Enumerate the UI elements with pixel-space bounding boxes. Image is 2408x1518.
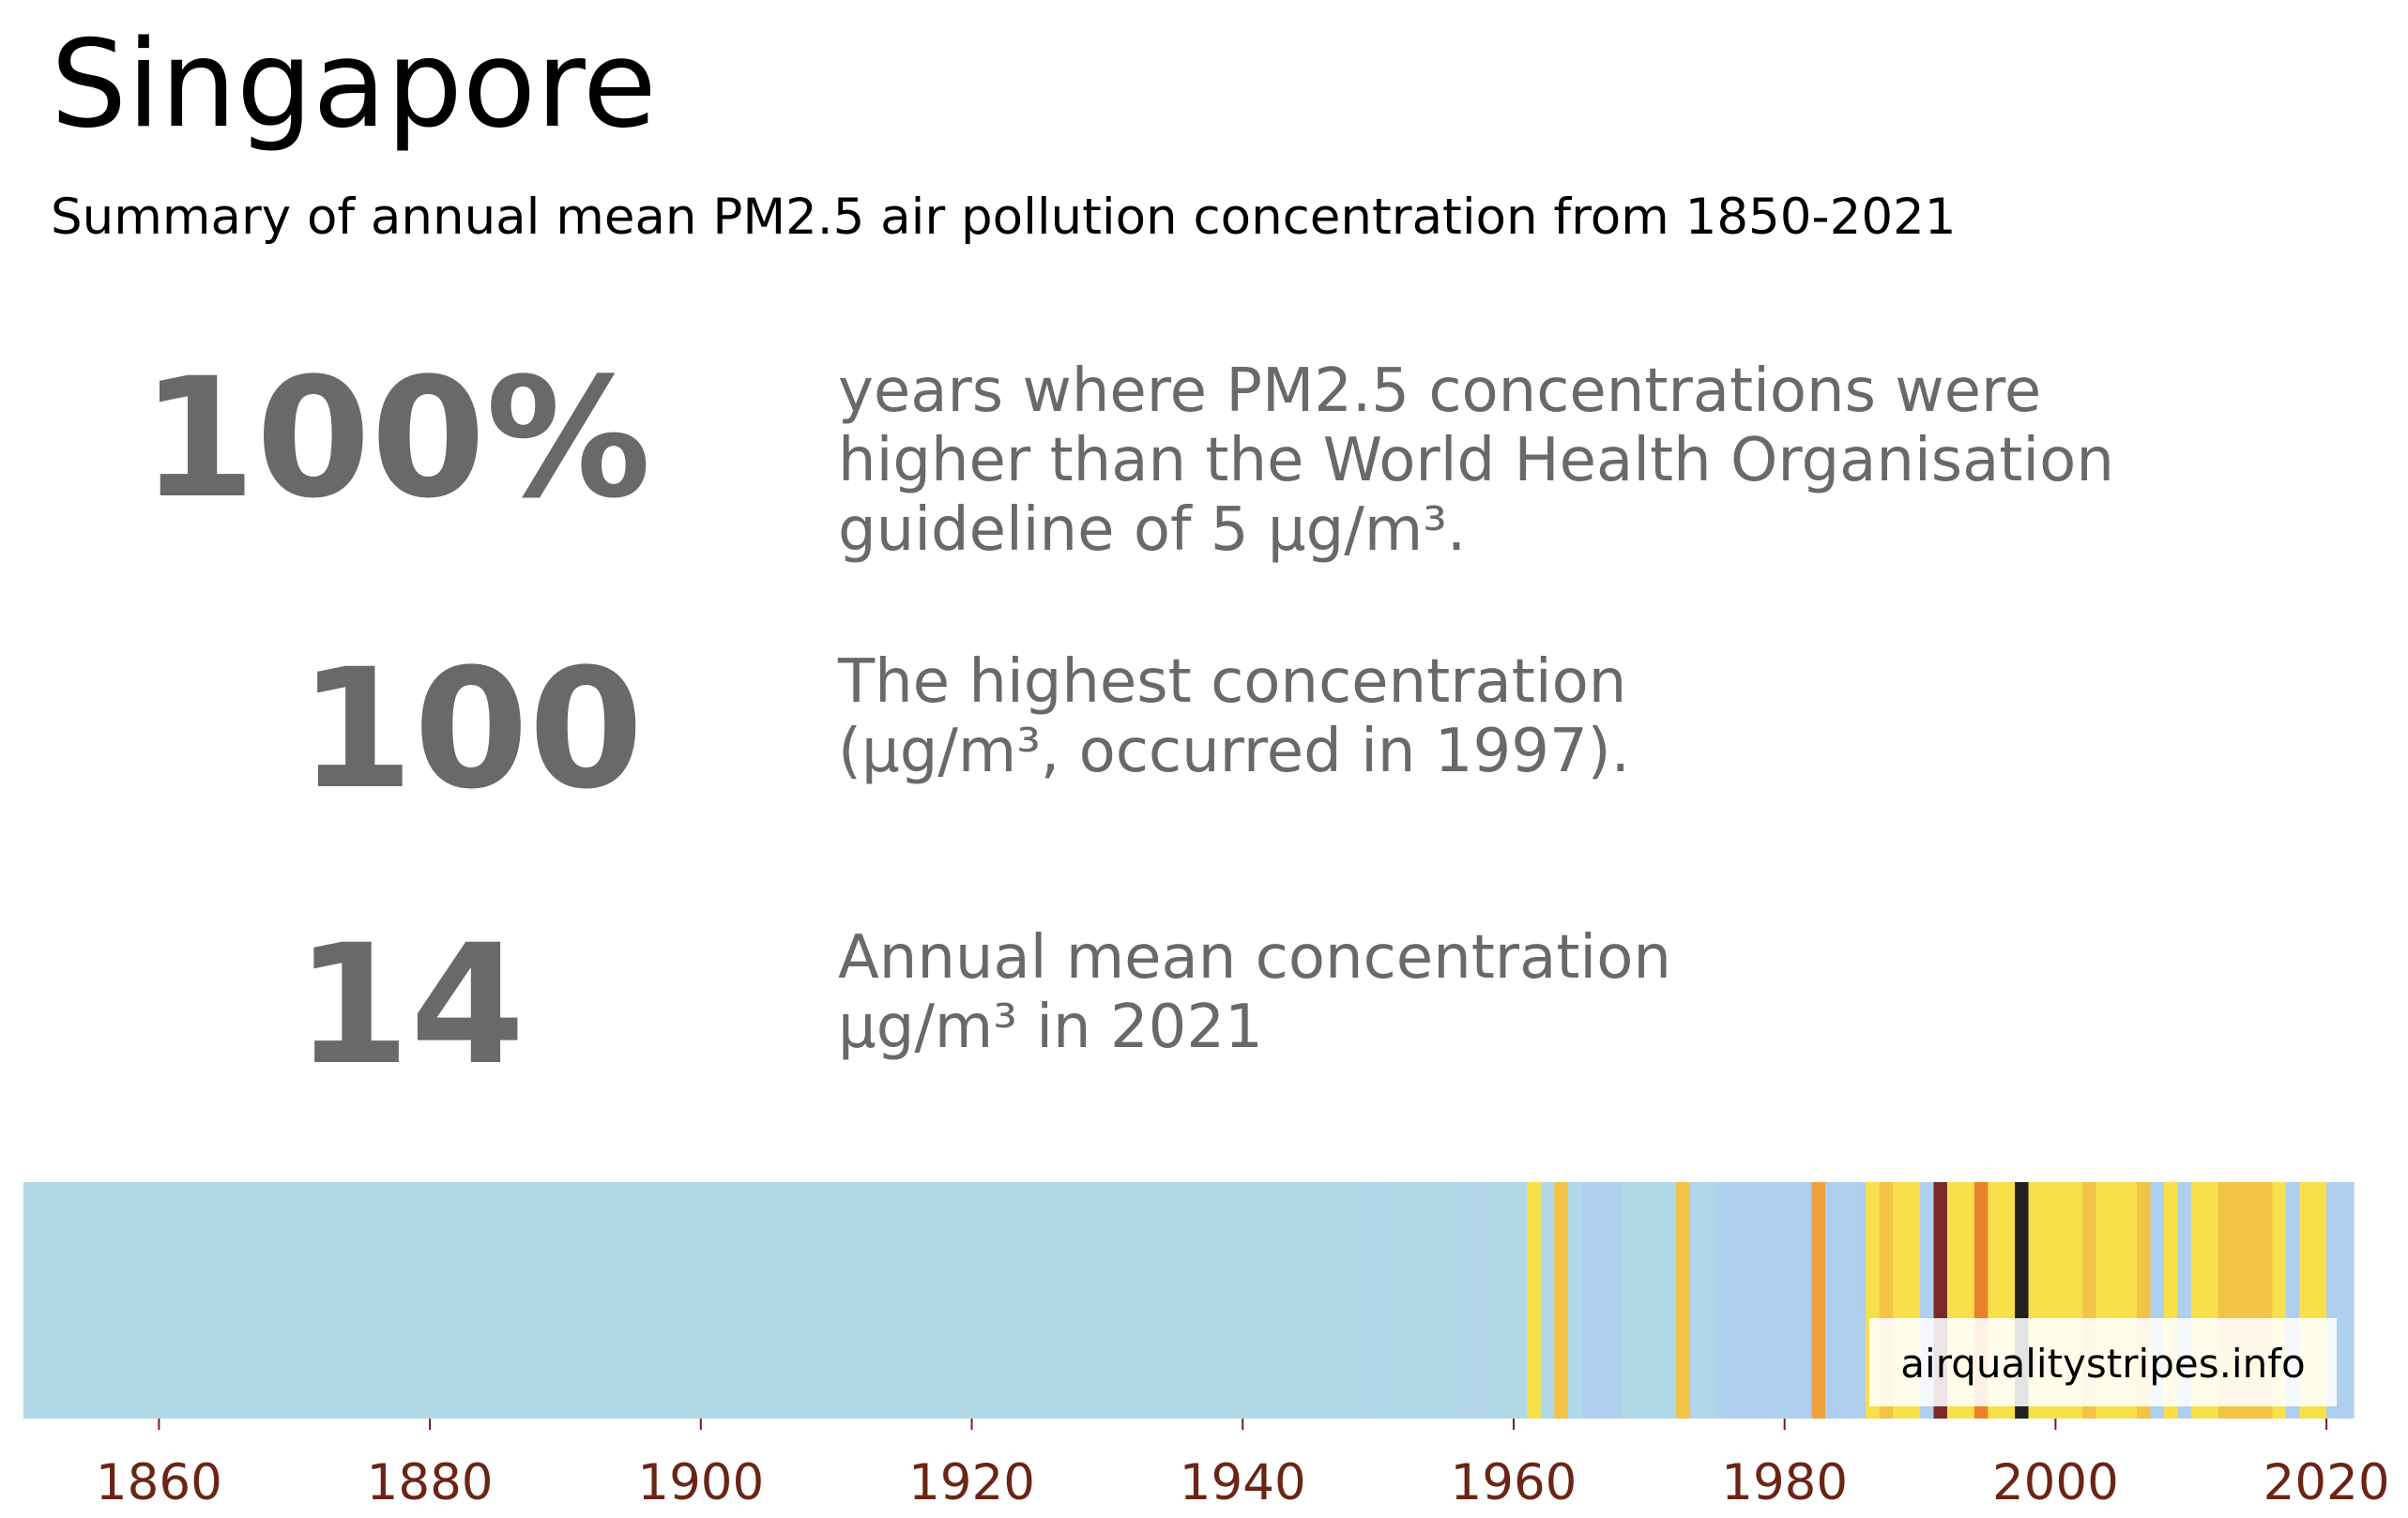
stripe-1982: [1811, 1182, 1826, 1419]
stat-description-line: guideline of 5 µg/m³.: [838, 495, 1467, 565]
stripe-1950: [1378, 1182, 1460, 1419]
x-tick-label: 1960: [1451, 1454, 1577, 1511]
stripe-1958: [1486, 1182, 1528, 1419]
stripe-1974: [1703, 1182, 1718, 1419]
x-tick-label: 1980: [1721, 1454, 1848, 1511]
stat-description-line: µg/m³ in 2021: [838, 993, 1263, 1062]
stripe-1972: [1676, 1182, 1691, 1419]
stat-value-current: 14: [295, 909, 526, 1101]
stripe-1963: [1554, 1182, 1569, 1419]
x-tick-label: 2000: [1992, 1454, 2119, 1511]
page-title: Singapore: [51, 15, 657, 155]
stat-description-line: Annual mean concentration: [838, 923, 1671, 993]
stat-description-line: years where PM2.5 concentrations were: [838, 357, 2042, 426]
page-subtitle: Summary of annual mean PM2.5 air polluti…: [51, 189, 1957, 246]
stat-value-highest: 100: [298, 633, 644, 826]
stripe-1949: [1364, 1182, 1379, 1419]
stripe-1968: [1622, 1182, 1677, 1419]
stripe-1975: [1716, 1182, 1813, 1419]
x-tick-label: 1900: [637, 1454, 764, 1511]
stripe-1850: [23, 1182, 1365, 1419]
x-tick-label: 2020: [2263, 1454, 2390, 1511]
stripe-1983: [1824, 1182, 1867, 1419]
watermark-box: [1869, 1318, 2337, 1406]
stripe-1964: [1567, 1182, 1582, 1419]
x-tick-label: 1880: [367, 1454, 494, 1511]
stat-description-line: higher than the World Health Organisatio…: [838, 426, 2114, 495]
x-tick-label: 1940: [1180, 1454, 1306, 1511]
stat-description-line: (µg/m³, occurred in 1997).: [838, 717, 1630, 786]
x-tick-label: 1920: [908, 1454, 1035, 1511]
stat-description-current: Annual mean concentration µg/m³ in 2021: [838, 923, 1671, 1062]
stat-value-percent: 100%: [141, 342, 651, 535]
stripe-1965: [1581, 1182, 1623, 1419]
watermark-label: airqualitystripes.info: [1900, 1341, 2305, 1387]
stat-description-percent: years where PM2.5 concentrations were hi…: [838, 357, 2114, 565]
stat-description-line: The highest concentration: [838, 647, 1627, 717]
x-axis-ticks: 1860 1880 1900 1920 1940 1960 1980 2000 2020: [96, 1419, 2390, 1511]
stripe-1956: [1459, 1182, 1487, 1419]
stripe-1973: [1689, 1182, 1704, 1419]
stripe-1961: [1527, 1182, 1542, 1419]
stat-description-highest: The highest concentration (µg/m³, occurr…: [838, 647, 1630, 786]
x-tick-label: 1860: [96, 1454, 222, 1511]
stripe-1962: [1540, 1182, 1555, 1419]
